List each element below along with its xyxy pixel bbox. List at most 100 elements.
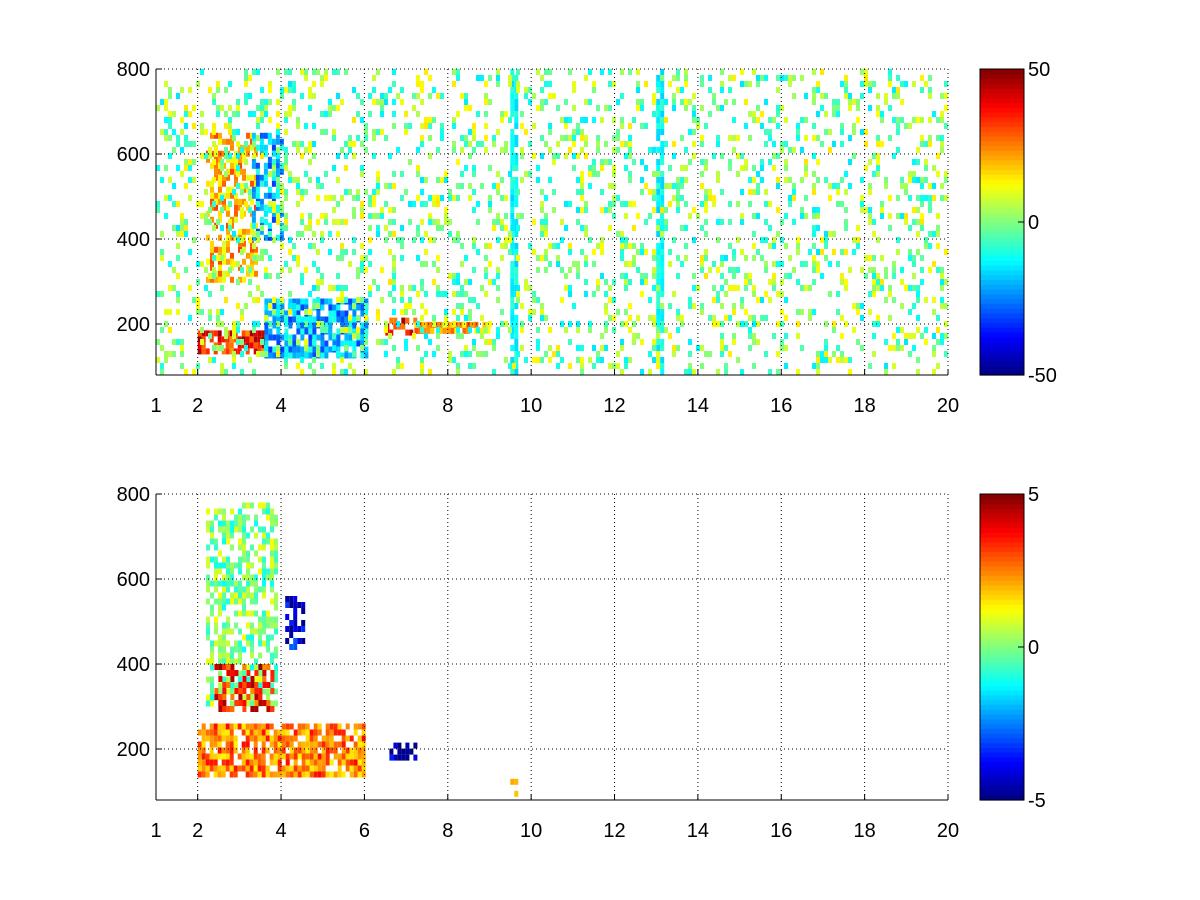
heatmap-cell	[396, 237, 400, 243]
heatmap-cell	[273, 747, 278, 754]
heatmap-cell	[696, 117, 700, 123]
heatmap-cell	[348, 189, 352, 195]
heatmap-cell	[788, 201, 792, 207]
heatmap-cell	[218, 270, 222, 277]
heatmap-cell	[222, 700, 227, 706]
heatmap-cell	[309, 753, 314, 760]
heatmap-cell	[284, 219, 288, 225]
heatmap-cell	[584, 255, 588, 261]
x-tick-label: 20	[937, 395, 959, 417]
heatmap-cell	[628, 303, 632, 309]
heatmap-cell	[400, 309, 404, 315]
heatmap-cell	[844, 219, 848, 225]
heatmap-cell	[488, 321, 492, 327]
heatmap-cell	[156, 207, 160, 213]
heatmap-cell	[316, 183, 320, 189]
heatmap-cell	[664, 225, 668, 231]
heatmap-cell	[716, 297, 720, 303]
heatmap-cell	[424, 201, 428, 207]
heatmap-cell	[872, 291, 876, 297]
heatmap-cell	[257, 759, 262, 766]
heatmap-cell	[296, 310, 301, 317]
heatmap-cell	[640, 159, 644, 165]
colorbar-swatch	[980, 584, 1024, 591]
colorbar-swatch	[980, 202, 1024, 209]
heatmap-cell	[309, 765, 314, 772]
heatmap-cell	[656, 135, 661, 141]
heatmap-cell	[656, 315, 661, 321]
heatmap-cell	[456, 315, 460, 321]
heatmap-feature-2-blob	[214, 664, 275, 712]
heatmap-cell	[210, 532, 214, 539]
heatmap-cell	[284, 225, 288, 231]
heatmap-cell	[676, 327, 680, 333]
heatmap-cell	[514, 357, 519, 363]
heatmap-cell	[332, 105, 336, 111]
heatmap-cell	[796, 123, 800, 129]
colorbar-swatch	[980, 498, 1024, 505]
heatmap-cell	[292, 105, 296, 111]
heatmap-cell	[580, 135, 584, 141]
heatmap-cell	[480, 183, 484, 189]
heatmap-cell	[300, 189, 304, 195]
heatmap-cell	[218, 706, 223, 712]
heatmap-cell	[576, 189, 580, 195]
heatmap-cell	[320, 346, 325, 353]
heatmap-cell	[438, 321, 443, 328]
heatmap-cell	[340, 352, 345, 359]
heatmap-cell	[252, 369, 256, 375]
heatmap-cell	[424, 261, 428, 267]
heatmap-cell	[250, 574, 254, 581]
heatmap-cell	[452, 357, 456, 363]
heatmap-cell	[258, 586, 262, 593]
colorbar-swatch	[980, 327, 1024, 333]
heatmap-cell	[676, 195, 680, 201]
heatmap-cell	[289, 602, 294, 608]
heatmap-cell	[432, 195, 436, 201]
heatmap-cell	[213, 723, 218, 730]
heatmap-cell	[164, 99, 168, 105]
heatmap-cell	[828, 261, 832, 267]
heatmap-cell	[924, 141, 928, 147]
heatmap-cell	[676, 87, 680, 93]
heatmap-cell	[752, 285, 756, 291]
heatmap-cell	[424, 231, 428, 237]
heatmap-cell	[292, 352, 297, 359]
heatmap-cell	[212, 129, 216, 135]
heatmap-cell	[456, 195, 460, 201]
heatmap-cell	[238, 610, 242, 617]
heatmap-cell	[680, 87, 684, 93]
heatmap-cell	[308, 93, 312, 99]
heatmap-cell	[516, 351, 520, 357]
heatmap-cell	[460, 333, 464, 339]
heatmap-cell	[229, 747, 234, 754]
heatmap-cell	[252, 297, 256, 303]
heatmap-cell	[216, 81, 220, 87]
heatmap-cell	[237, 348, 242, 355]
heatmap-cell	[720, 333, 724, 339]
heatmap-cell	[388, 231, 392, 237]
heatmap-cell	[285, 765, 290, 772]
heatmap-cell	[188, 87, 192, 93]
heatmap-cell	[904, 183, 908, 189]
heatmap-cell	[656, 261, 661, 267]
colorbar-swatch	[980, 637, 1024, 643]
heatmap-cell	[292, 177, 296, 183]
heatmap-cell	[940, 135, 944, 141]
heatmap-cell	[288, 352, 293, 359]
heatmap-cell	[608, 297, 612, 303]
heatmap-cell	[720, 105, 724, 111]
heatmap-cell	[434, 321, 439, 328]
heatmap-cell	[510, 105, 515, 111]
heatmap-cell	[436, 345, 440, 351]
heatmap-cell	[716, 369, 720, 375]
heatmap-cell	[844, 285, 848, 291]
heatmap-cell	[325, 759, 330, 766]
heatmap-cell	[688, 213, 692, 219]
heatmap-cell	[468, 297, 472, 303]
heatmap-cell	[164, 357, 168, 363]
heatmap-cell	[226, 652, 230, 659]
heatmap-cell	[368, 111, 372, 117]
colorbar-swatch	[980, 551, 1024, 557]
heatmap-cell	[660, 93, 665, 99]
